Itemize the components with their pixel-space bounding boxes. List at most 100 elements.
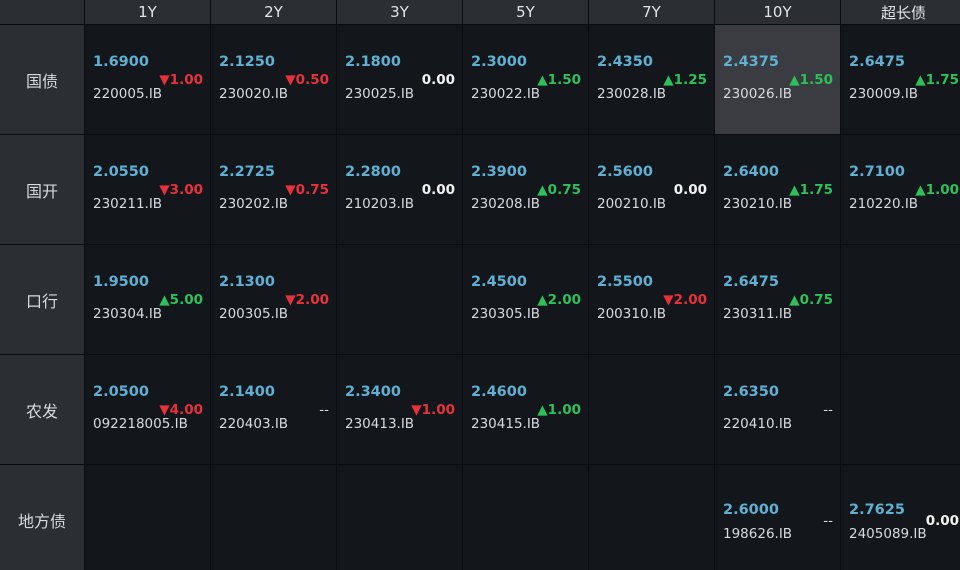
change-bp: ▼2.00 xyxy=(285,292,329,308)
bond-code: 230022.IB xyxy=(471,86,541,102)
row-label[interactable]: 国债 xyxy=(0,25,84,134)
change-bp: ▲5.00 xyxy=(159,292,203,308)
yield-rate: 2.7100 xyxy=(849,164,905,180)
bond-code: 230210.IB xyxy=(723,196,793,212)
empty-cell xyxy=(841,245,960,354)
bond-code: 230304.IB xyxy=(93,306,163,322)
bond-code: 198626.IB xyxy=(723,526,793,542)
bond-cell[interactable]: 2.6475 230311.IB ▲0.75 xyxy=(715,245,840,354)
empty-cell xyxy=(841,355,960,464)
bond-cell[interactable]: 2.4350 230028.IB ▲1.25 xyxy=(589,25,714,134)
bond-code: 230208.IB xyxy=(471,196,541,212)
yield-rate: 2.6350 xyxy=(723,384,779,400)
bond-cell[interactable]: 2.5500 200310.IB ▼2.00 xyxy=(589,245,714,354)
yield-rate: 2.5600 xyxy=(597,164,653,180)
change-bp: 0.00 xyxy=(421,182,455,198)
bond-cell[interactable]: 2.1400 220403.IB -- xyxy=(211,355,336,464)
change-bp: ▲1.50 xyxy=(789,72,833,88)
empty-cell xyxy=(337,245,462,354)
bond-code: 210220.IB xyxy=(849,196,919,212)
yield-rate: 2.3000 xyxy=(471,54,527,70)
bond-code: 230413.IB xyxy=(345,416,415,432)
bond-cell[interactable]: 2.1250 230020.IB ▼0.50 xyxy=(211,25,336,134)
change-bp: ▲1.00 xyxy=(915,182,959,198)
bond-cell[interactable]: 1.6900 220005.IB ▼1.00 xyxy=(85,25,210,134)
yield-rate: 1.9500 xyxy=(93,274,149,290)
row-label[interactable]: 地方债 xyxy=(0,465,84,570)
row-label[interactable]: 口行 xyxy=(0,245,84,354)
bond-code: 230311.IB xyxy=(723,306,793,322)
bond-cell[interactable]: 2.6000 198626.IB -- xyxy=(715,465,840,570)
bond-cell[interactable]: 2.3000 230022.IB ▲1.50 xyxy=(463,25,588,134)
bond-cell[interactable]: 2.4375 230026.IB ▲1.50 xyxy=(715,25,840,134)
yield-rate: 2.5500 xyxy=(597,274,653,290)
bond-cell[interactable]: 2.7100 210220.IB ▲1.00 xyxy=(841,135,960,244)
yield-rate: 2.2725 xyxy=(219,164,275,180)
change-bp: ▲1.50 xyxy=(537,72,581,88)
bond-cell[interactable]: 2.2725 230202.IB ▼0.75 xyxy=(211,135,336,244)
yield-rate: 2.3900 xyxy=(471,164,527,180)
bond-code: 200310.IB xyxy=(597,306,667,322)
column-header[interactable]: 3Y xyxy=(337,0,462,24)
column-header[interactable]: 7Y xyxy=(589,0,714,24)
bond-cell[interactable]: 2.7625 2405089.IB 0.00 xyxy=(841,465,960,570)
bond-code: 200210.IB xyxy=(597,196,667,212)
yield-rate: 2.7625 xyxy=(849,502,905,518)
change-bp: ▲1.00 xyxy=(537,402,581,418)
change-bp: ▼2.00 xyxy=(663,292,707,308)
bond-cell[interactable]: 2.6400 230210.IB ▲1.75 xyxy=(715,135,840,244)
change-bp: 0.00 xyxy=(673,182,707,198)
change-bp: ▲2.00 xyxy=(537,292,581,308)
column-header[interactable]: 2Y xyxy=(211,0,336,24)
empty-cell xyxy=(337,465,462,570)
bond-cell[interactable]: 2.4500 230305.IB ▲2.00 xyxy=(463,245,588,354)
yield-rate: 2.6400 xyxy=(723,164,779,180)
bond-cell[interactable]: 2.3900 230208.IB ▲0.75 xyxy=(463,135,588,244)
column-header[interactable]: 超长债 xyxy=(841,0,960,24)
change-bp: ▼4.00 xyxy=(159,402,203,418)
bond-cell[interactable]: 2.2800 210203.IB 0.00 xyxy=(337,135,462,244)
bond-code: 230211.IB xyxy=(93,196,163,212)
header-corner xyxy=(0,0,84,24)
yield-rate: 2.0550 xyxy=(93,164,149,180)
bond-cell[interactable]: 2.1800 230025.IB 0.00 xyxy=(337,25,462,134)
row-label[interactable]: 农发 xyxy=(0,355,84,464)
column-header[interactable]: 1Y xyxy=(85,0,210,24)
change-bp: ▲0.75 xyxy=(537,182,581,198)
bond-cell[interactable]: 2.6475 230009.IB ▲1.75 xyxy=(841,25,960,134)
yield-rate: 2.6475 xyxy=(849,54,905,70)
bond-code: 210203.IB xyxy=(345,196,415,212)
bond-cell[interactable]: 2.6350 220410.IB -- xyxy=(715,355,840,464)
change-bp: 0.00 xyxy=(925,513,959,529)
yield-rate: 2.0500 xyxy=(93,384,149,400)
change-bp: -- xyxy=(823,513,833,529)
change-bp: ▲1.75 xyxy=(789,182,833,198)
bond-code: 200305.IB xyxy=(219,306,289,322)
bond-code: 230009.IB xyxy=(849,86,919,102)
change-bp: ▲1.75 xyxy=(915,72,959,88)
empty-cell xyxy=(589,355,714,464)
bond-code: 2405089.IB xyxy=(849,526,927,542)
yield-rate: 2.4600 xyxy=(471,384,527,400)
yield-rate: 2.1300 xyxy=(219,274,275,290)
yield-rate: 2.4350 xyxy=(597,54,653,70)
bond-cell[interactable]: 1.9500 230304.IB ▲5.00 xyxy=(85,245,210,354)
column-header[interactable]: 10Y xyxy=(715,0,840,24)
bond-cell[interactable]: 2.1300 200305.IB ▼2.00 xyxy=(211,245,336,354)
bond-cell[interactable]: 2.0550 230211.IB ▼3.00 xyxy=(85,135,210,244)
change-bp: ▲0.75 xyxy=(789,292,833,308)
bond-code: 220005.IB xyxy=(93,86,163,102)
change-bp: ▲1.25 xyxy=(663,72,707,88)
change-bp: -- xyxy=(319,402,329,418)
change-bp: ▼0.50 xyxy=(285,72,329,88)
change-bp: ▼0.75 xyxy=(285,182,329,198)
bond-cell[interactable]: 2.5600 200210.IB 0.00 xyxy=(589,135,714,244)
change-bp: 0.00 xyxy=(421,72,455,88)
row-label[interactable]: 国开 xyxy=(0,135,84,244)
bond-cell[interactable]: 2.3400 230413.IB ▼1.00 xyxy=(337,355,462,464)
bond-cell[interactable]: 2.0500 092218005.IB ▼4.00 xyxy=(85,355,210,464)
column-header[interactable]: 5Y xyxy=(463,0,588,24)
bond-cell[interactable]: 2.4600 230415.IB ▲1.00 xyxy=(463,355,588,464)
bond-code: 230028.IB xyxy=(597,86,667,102)
